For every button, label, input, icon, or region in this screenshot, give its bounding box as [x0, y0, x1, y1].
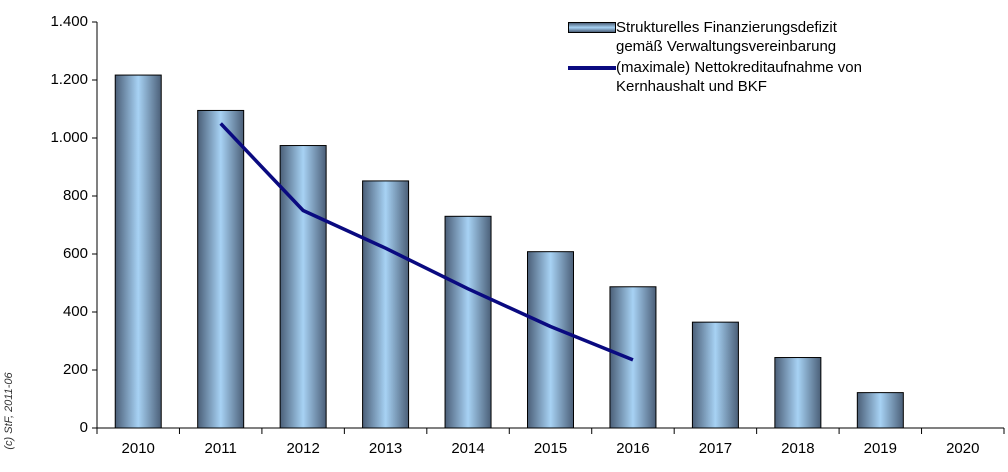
legend-swatch: [568, 66, 616, 70]
bar: [527, 251, 574, 429]
legend-item: (maximale) Nettokreditaufnahme von Kernh…: [568, 58, 1008, 96]
legend-item: Strukturelles Finanzierungsdefizit gemäß…: [568, 18, 1008, 56]
bar: [691, 321, 739, 429]
legend: Strukturelles Finanzierungsdefizit gemäß…: [568, 18, 1008, 98]
bar: [609, 286, 657, 429]
y-tick-label: 800: [63, 187, 88, 204]
legend-label: (maximale) Nettokreditaufnahme von Kernh…: [616, 59, 862, 95]
x-tick-label: 2020: [946, 440, 979, 457]
line: [219, 122, 634, 362]
y-tick-label: 1.000: [50, 129, 88, 146]
y-tick-label: 200: [63, 361, 88, 378]
x-tick-label: 2011: [205, 440, 237, 457]
x-tick-label: 2015: [534, 440, 567, 457]
x-tick-label: 2017: [699, 440, 732, 457]
y-tick-label: 1.400: [50, 13, 88, 30]
legend-symbol: [568, 18, 616, 37]
bar: [197, 109, 245, 429]
legend-swatch: [568, 22, 616, 33]
x-tick-label: 2013: [369, 440, 402, 457]
copyright: (c) StF, 2011-06: [3, 372, 15, 450]
y-tick-label: 400: [63, 303, 88, 320]
bar: [856, 392, 904, 429]
x-tick-label: 2010: [122, 440, 155, 457]
legend-label: Strukturelles Finanzierungsdefizit gemäß…: [616, 19, 837, 55]
legend-symbol: [568, 58, 616, 77]
y-tick-label: 0: [80, 419, 88, 436]
x-tick-label: 2012: [286, 440, 319, 457]
bar: [774, 357, 822, 429]
x-tick-label: 2014: [451, 440, 484, 457]
bar: [362, 180, 410, 429]
x-tick-label: 2019: [864, 440, 897, 457]
bar: [444, 215, 492, 429]
x-tick-label: 2018: [781, 440, 814, 457]
y-tick-label: 600: [63, 245, 88, 262]
bar: [279, 145, 327, 429]
y-tick-label: 1.200: [50, 71, 88, 88]
x-tick-label: 2016: [616, 440, 649, 457]
bar: [114, 74, 162, 429]
